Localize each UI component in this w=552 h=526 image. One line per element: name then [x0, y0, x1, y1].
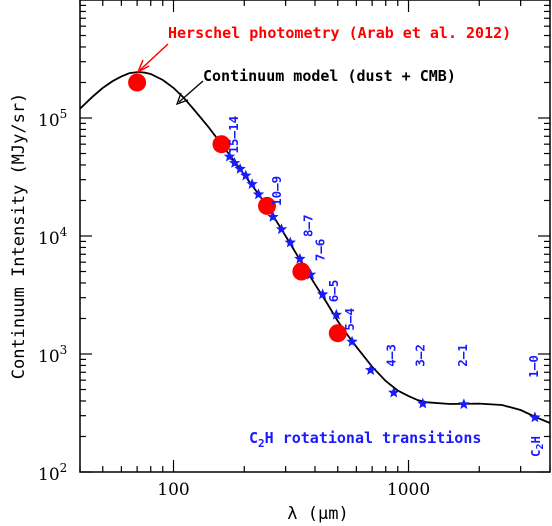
c2h-transition-star: [234, 163, 246, 174]
c2h-transition-star: [330, 308, 342, 320]
c2h-transition-star: [228, 157, 241, 168]
y-axis-title: Continuum Intensity (MJy/sr): [9, 93, 29, 380]
transition-label: 15–14: [226, 116, 241, 154]
c2h-transition-star: [275, 223, 288, 235]
c2h-annotation: C2H rotational transitions: [249, 429, 481, 450]
c2h-transition-star: [316, 288, 329, 300]
c2h-transition-star: [458, 398, 470, 410]
herschel-photometry-point: [292, 262, 311, 281]
herschel-photometry-point: [258, 196, 276, 215]
c2h-transition-star: [284, 236, 296, 248]
continuum-arrow: [175, 80, 204, 106]
x-axis-title: λ (μm): [287, 504, 348, 524]
y-tick-label: 102: [38, 461, 67, 485]
x-tick-label: 100: [157, 480, 189, 500]
y-tick-label: 104: [38, 225, 68, 249]
c2h-transition-star: [267, 211, 279, 222]
transition-label: 2–1: [455, 344, 470, 367]
herschel-photometry-point: [128, 73, 147, 92]
y-tick-label: 105: [38, 107, 67, 131]
c2h-transition-star: [529, 411, 541, 423]
continuum-annotation: Continuum model (dust + CMB): [203, 67, 456, 85]
c2h-transition-star: [240, 169, 252, 181]
c2h-transition-star: [294, 252, 306, 264]
herschel-photometry-point: [212, 135, 231, 154]
herschel-arrow: [136, 43, 169, 74]
y-tick-label: 103: [38, 343, 67, 367]
transition-label: 4–3: [384, 344, 399, 367]
transition-label: 1–0: [526, 355, 541, 378]
transition-label: 5–4: [342, 308, 357, 331]
c2h-transition-star: [252, 188, 265, 200]
c2h-transition-star: [417, 397, 429, 409]
c2h-transition-star: [388, 386, 400, 398]
transition-label: 8–7: [300, 214, 315, 237]
c2h-transition-star: [223, 150, 236, 162]
c2h-transition-star: [364, 364, 377, 375]
transition-label: 3–2: [413, 344, 428, 367]
c2h-transition-star: [246, 178, 258, 189]
herschel-photometry-point: [328, 324, 347, 343]
transition-label: 7–6: [313, 239, 328, 262]
plot-area: 15–14 10–9 8–7 7–6 6–55–4 4–3 3–2 2–1 1–0: [79, 71, 551, 424]
transition-label: 10–9: [269, 176, 284, 206]
transition-label: 6–5: [326, 280, 341, 303]
x-tick-label: 1000: [387, 480, 430, 500]
herschel-annotation: Herschel photometry (Arab et al. 2012): [168, 24, 511, 42]
axes: 100 1000 102 103 104 105: [38, 0, 551, 500]
c2h-corner-label: C2H: [528, 436, 546, 457]
c2h-transition-star: [346, 335, 358, 347]
